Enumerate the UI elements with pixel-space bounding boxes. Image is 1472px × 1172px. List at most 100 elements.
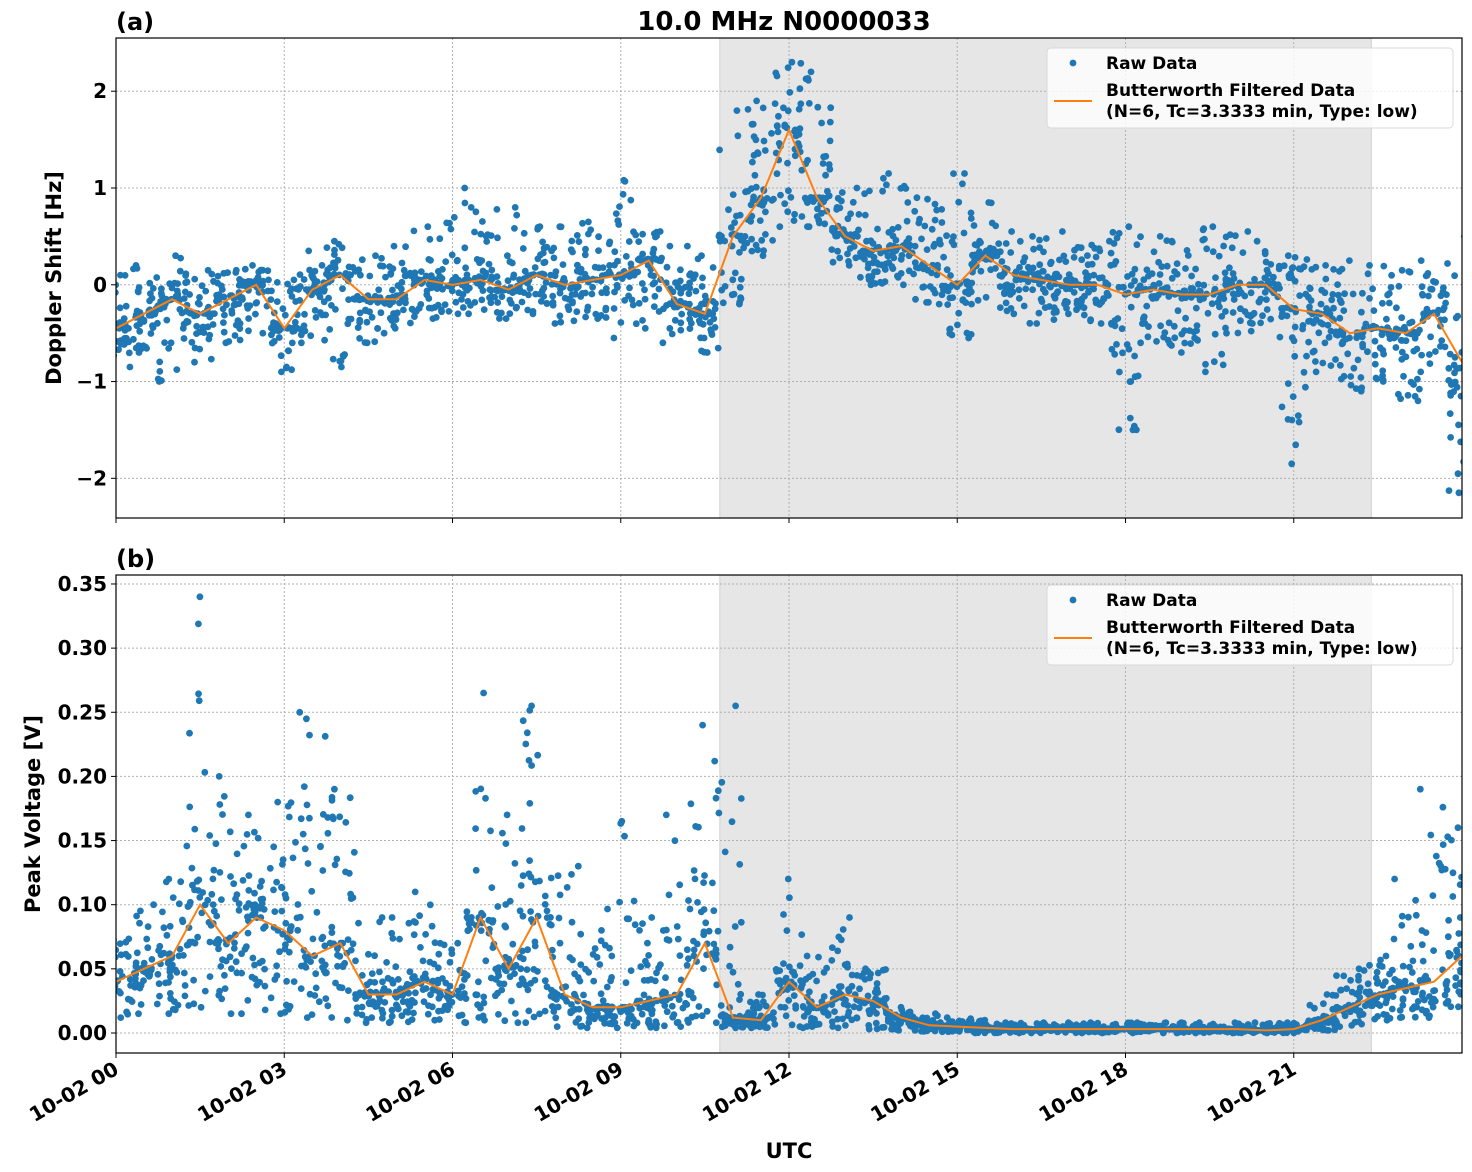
raw-data-point <box>174 290 182 298</box>
raw-data-point <box>1461 475 1462 478</box>
raw-data-point <box>206 973 214 980</box>
raw-data-point <box>633 1019 641 1027</box>
raw-data-point <box>503 811 511 819</box>
raw-data-point <box>540 284 548 292</box>
raw-data-point <box>1130 422 1138 430</box>
raw-data-point <box>731 923 739 930</box>
raw-data-point <box>196 294 203 301</box>
raw-data-point <box>687 989 695 996</box>
raw-data-point <box>727 224 735 231</box>
raw-data-point <box>1087 317 1094 325</box>
raw-data-point <box>273 972 281 979</box>
raw-data-point <box>758 236 766 244</box>
raw-data-point <box>463 972 471 979</box>
raw-data-point <box>799 1003 807 1010</box>
raw-data-point <box>802 75 810 83</box>
raw-data-point <box>1013 276 1021 284</box>
raw-data-point <box>777 1003 785 1011</box>
raw-data-point <box>1257 295 1265 303</box>
raw-data-point <box>191 275 199 283</box>
raw-data-point <box>300 783 308 790</box>
raw-data-point <box>480 689 487 697</box>
raw-data-point <box>1327 362 1335 369</box>
raw-data-point <box>1402 337 1410 345</box>
raw-data-point <box>668 1002 676 1010</box>
raw-data-point <box>1276 333 1284 341</box>
raw-data-point <box>198 909 206 917</box>
raw-data-point <box>482 794 489 802</box>
raw-data-point <box>1247 289 1255 297</box>
raw-data-point <box>622 253 630 260</box>
raw-data-point <box>1311 1004 1318 1012</box>
raw-data-point <box>1192 265 1199 273</box>
raw-data-point <box>1339 329 1347 337</box>
raw-data-point <box>689 994 697 1002</box>
raw-data-point <box>728 818 736 826</box>
raw-data-point <box>1411 392 1419 400</box>
raw-data-point <box>959 296 967 304</box>
raw-data-point <box>531 264 539 271</box>
raw-data-point <box>219 305 227 313</box>
raw-data-point <box>1335 291 1342 299</box>
y-tick-label: 0.05 <box>58 957 107 981</box>
raw-data-point <box>300 276 308 283</box>
raw-data-point <box>1418 1006 1426 1014</box>
raw-data-point <box>1092 253 1100 261</box>
raw-data-point <box>517 965 525 973</box>
raw-data-point <box>897 255 905 263</box>
raw-data-point <box>350 848 358 856</box>
raw-data-point <box>938 219 946 226</box>
raw-data-point <box>144 944 152 952</box>
raw-data-point <box>748 247 756 255</box>
raw-data-point <box>1022 285 1030 293</box>
raw-data-point <box>579 219 586 227</box>
raw-data-point <box>448 946 455 953</box>
raw-data-point <box>1221 269 1229 277</box>
raw-data-point <box>273 279 281 286</box>
raw-data-point <box>1021 254 1029 262</box>
raw-data-point <box>595 233 602 241</box>
raw-data-point <box>1195 280 1202 288</box>
raw-data-point <box>1364 348 1371 356</box>
raw-data-point <box>109 957 116 964</box>
raw-data-point <box>146 971 154 979</box>
raw-data-point <box>511 225 518 232</box>
raw-data-point <box>585 230 592 238</box>
raw-data-point <box>1358 384 1366 392</box>
raw-data-series <box>116 58 1462 497</box>
raw-data-point <box>417 268 425 275</box>
raw-data-point <box>615 221 623 228</box>
raw-data-point <box>1359 343 1367 351</box>
raw-data-point <box>1275 262 1283 270</box>
raw-data-point <box>146 279 154 287</box>
raw-data-point <box>228 310 236 317</box>
raw-data-point <box>404 1008 412 1016</box>
raw-data-point <box>120 315 128 322</box>
raw-data-point <box>748 235 755 243</box>
raw-data-point <box>575 1005 583 1013</box>
raw-data-point <box>722 1012 729 1019</box>
raw-data-point <box>621 832 628 840</box>
raw-data-point <box>476 256 484 264</box>
raw-data-point <box>188 864 196 872</box>
raw-data-point <box>541 901 549 908</box>
raw-data-point <box>502 840 510 847</box>
raw-data-point <box>574 862 582 870</box>
raw-data-point <box>1115 426 1123 434</box>
raw-data-point <box>318 957 326 965</box>
raw-data-point <box>133 322 141 330</box>
raw-data-point <box>346 794 354 802</box>
raw-data-point <box>358 972 366 979</box>
raw-data-point <box>133 912 141 920</box>
raw-data-point <box>1309 348 1317 356</box>
raw-data-point <box>1458 959 1462 967</box>
raw-data-point <box>511 860 519 867</box>
raw-data-point <box>694 899 701 906</box>
panel-label: (a) <box>116 8 154 36</box>
raw-data-point <box>1126 414 1134 422</box>
raw-data-point <box>1374 1000 1382 1008</box>
raw-data-point <box>980 1027 988 1035</box>
raw-data-point <box>673 923 681 930</box>
raw-data-point <box>195 697 203 705</box>
